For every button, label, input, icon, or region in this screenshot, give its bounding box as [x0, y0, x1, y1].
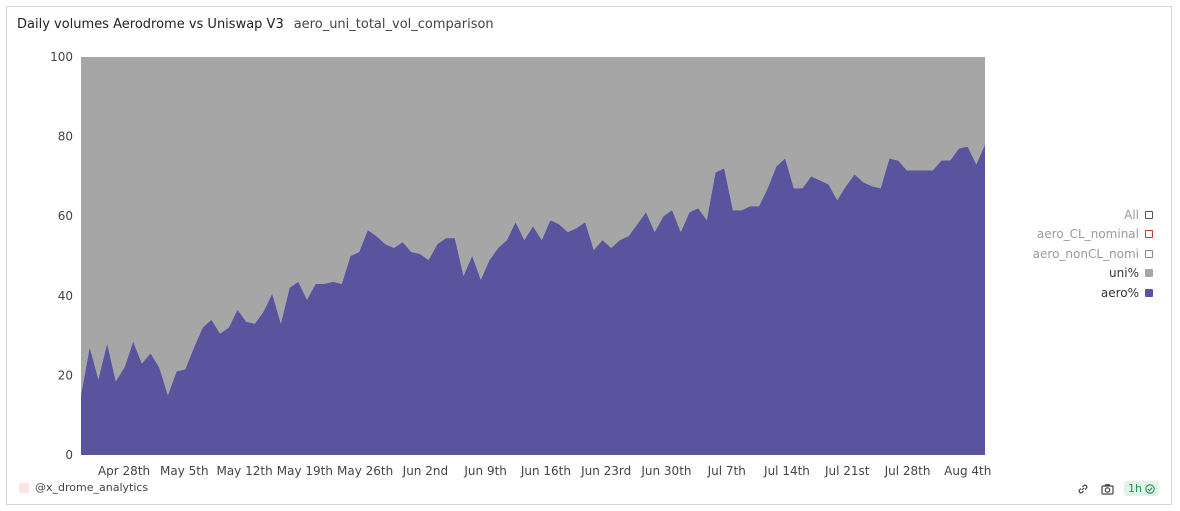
- camera-icon[interactable]: [1100, 482, 1114, 496]
- x-tick-label: Jun 9th: [463, 464, 507, 478]
- chart-title: Daily volumes Aerodrome vs Uniswap V3: [17, 17, 284, 32]
- legend-label: aero_CL_nominal: [1036, 227, 1139, 242]
- x-tick-label: Apr 28th: [98, 464, 150, 478]
- refresh-badge[interactable]: 1h: [1124, 481, 1159, 496]
- y-tick-label: 100: [50, 50, 73, 64]
- x-tick-label: Aug 4th: [944, 464, 991, 478]
- x-tick-label: Jun 2nd: [402, 464, 448, 478]
- x-tick-label: Jul 28th: [884, 464, 931, 478]
- x-tick-label: Jun 30th: [640, 464, 691, 478]
- author-handle: @x_drome_analytics: [35, 481, 149, 494]
- legend-item[interactable]: uni%: [1033, 264, 1153, 284]
- x-tick-label: May 5th: [160, 464, 209, 478]
- chart-card: Daily volumes Aerodrome vs Uniswap V3 ae…: [6, 6, 1172, 505]
- area-chart: 0 20 40 60 80 100 Apr 28th May 5th May 12th May 1…: [50, 50, 991, 478]
- legend-swatch: [1145, 210, 1153, 219]
- legend-swatch: [1145, 249, 1153, 258]
- x-tick-label: May 12th: [216, 464, 272, 478]
- aero-area: [81, 144, 985, 455]
- check-circle-icon: [1145, 483, 1155, 494]
- uni-area: [81, 57, 985, 396]
- refresh-interval: 1h: [1128, 482, 1142, 495]
- x-tick-label: May 19th: [277, 464, 333, 478]
- legend-label: aero%: [1100, 285, 1139, 300]
- x-tick-label: Jun 16th: [520, 464, 571, 478]
- y-tick-label: 0: [65, 448, 73, 462]
- legend-swatch: [1145, 269, 1153, 278]
- x-tick-label: Jun 23rd: [580, 464, 631, 478]
- query-name: aero_uni_total_vol_comparison: [293, 17, 494, 32]
- x-tick-label: Jul 14th: [763, 464, 810, 478]
- y-tick-label: 20: [58, 368, 73, 382]
- x-tick-label: May 26th: [337, 464, 393, 478]
- legend-item[interactable]: aero%: [1033, 283, 1153, 303]
- legend-label: All: [1124, 207, 1139, 222]
- author-tag[interactable]: @x_drome_analytics: [19, 481, 148, 494]
- legend-item[interactable]: All: [1033, 205, 1153, 225]
- chart-legend: All aero_CL_nominal aero_nonCL_nomi uni% aer…: [1033, 205, 1153, 303]
- legend-swatch: [1145, 288, 1153, 297]
- y-tick-label: 60: [58, 209, 73, 223]
- x-tick-label: Jul 7th: [707, 464, 746, 478]
- chart-header: Daily volumes Aerodrome vs Uniswap V3 ae…: [17, 17, 494, 32]
- link-icon[interactable]: [1076, 482, 1090, 496]
- y-tick-label: 80: [58, 130, 73, 144]
- avatar: [19, 482, 29, 493]
- chart-actions: 1h: [1076, 481, 1159, 496]
- legend-swatch: [1145, 230, 1153, 239]
- legend-item[interactable]: aero_CL_nominal: [1033, 225, 1153, 245]
- y-tick-label: 40: [58, 289, 73, 303]
- x-tick-label: Jul 21st: [824, 464, 870, 478]
- legend-label: aero_nonCL_nomi: [1032, 246, 1139, 261]
- legend-item[interactable]: aero_nonCL_nomi: [1033, 244, 1153, 264]
- legend-label: uni%: [1109, 266, 1139, 281]
